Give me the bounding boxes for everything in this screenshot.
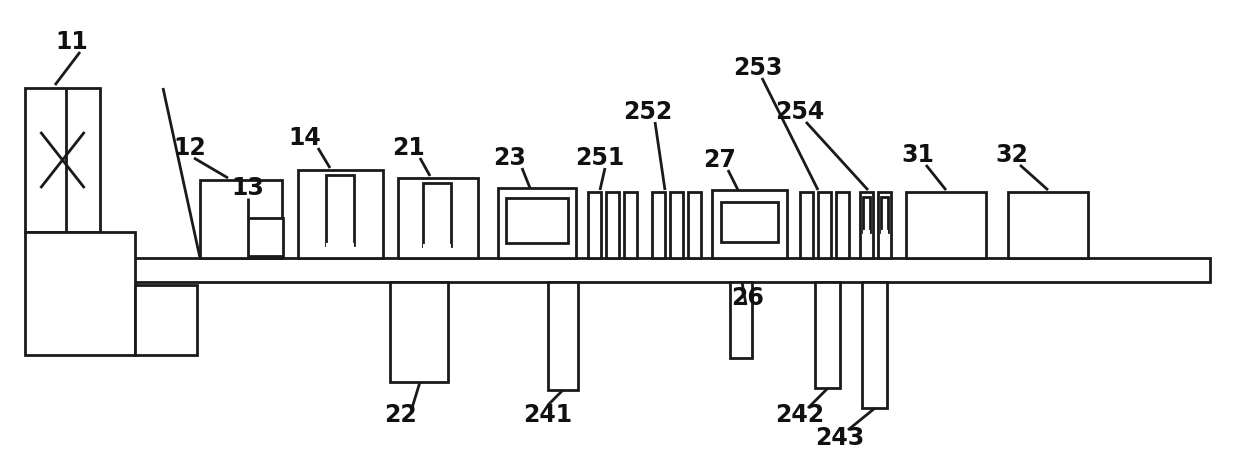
Bar bbox=[548, 282, 578, 390]
Bar bbox=[624, 192, 637, 258]
Bar bbox=[25, 88, 100, 232]
Bar bbox=[878, 192, 892, 258]
Bar bbox=[818, 192, 831, 258]
Bar bbox=[861, 192, 873, 258]
Bar bbox=[880, 197, 888, 232]
Bar bbox=[398, 178, 477, 258]
Bar bbox=[863, 197, 870, 232]
Bar bbox=[836, 192, 849, 258]
Text: 253: 253 bbox=[733, 56, 782, 80]
Bar bbox=[688, 192, 701, 258]
Text: 13: 13 bbox=[232, 176, 264, 200]
Text: 21: 21 bbox=[392, 136, 424, 160]
Text: 12: 12 bbox=[174, 136, 206, 160]
Bar bbox=[423, 183, 451, 246]
Bar bbox=[391, 282, 448, 382]
Bar bbox=[730, 282, 751, 358]
Text: 243: 243 bbox=[816, 426, 864, 450]
Text: 32: 32 bbox=[996, 143, 1028, 167]
Bar bbox=[815, 282, 839, 388]
Bar bbox=[135, 285, 197, 355]
Bar bbox=[298, 170, 383, 258]
Text: 14: 14 bbox=[289, 126, 321, 150]
Bar bbox=[906, 192, 986, 258]
Text: 251: 251 bbox=[575, 146, 625, 170]
Bar bbox=[712, 190, 787, 258]
Bar bbox=[326, 175, 353, 245]
Text: 26: 26 bbox=[732, 286, 764, 310]
Bar bbox=[670, 192, 683, 258]
Text: 27: 27 bbox=[703, 148, 737, 172]
Bar bbox=[652, 192, 665, 258]
Bar bbox=[200, 180, 281, 258]
Text: 22: 22 bbox=[383, 403, 417, 427]
Text: 241: 241 bbox=[523, 403, 573, 427]
Bar bbox=[606, 192, 619, 258]
Bar bbox=[800, 192, 813, 258]
Bar bbox=[506, 198, 568, 243]
Text: 23: 23 bbox=[494, 146, 527, 170]
Text: 252: 252 bbox=[624, 100, 672, 124]
Text: 31: 31 bbox=[901, 143, 935, 167]
Text: 242: 242 bbox=[775, 403, 825, 427]
Bar bbox=[720, 202, 777, 242]
Bar bbox=[248, 218, 283, 256]
Bar bbox=[38, 258, 1210, 282]
Text: 254: 254 bbox=[775, 100, 825, 124]
Bar bbox=[25, 232, 135, 355]
Bar bbox=[588, 192, 601, 258]
Bar bbox=[862, 282, 887, 408]
Bar bbox=[498, 188, 577, 258]
Bar bbox=[1008, 192, 1087, 258]
Text: 11: 11 bbox=[56, 30, 88, 54]
